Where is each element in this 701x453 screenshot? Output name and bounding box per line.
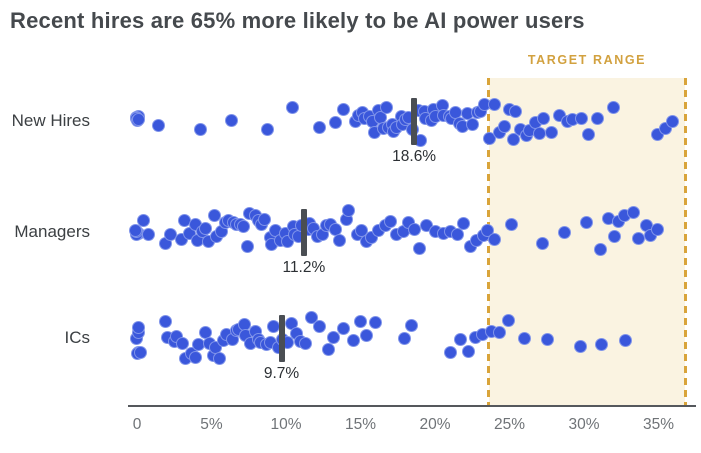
data-point — [176, 336, 190, 350]
data-point — [591, 112, 605, 126]
data-point — [487, 98, 501, 112]
data-point — [199, 222, 213, 236]
x-axis-tick: 0 — [132, 416, 142, 433]
data-point — [536, 237, 550, 251]
data-point — [129, 224, 143, 238]
x-axis-tick: 20% — [419, 416, 451, 433]
data-point — [347, 334, 361, 348]
data-point — [188, 351, 202, 365]
data-point — [537, 112, 551, 126]
data-point — [313, 319, 327, 333]
data-point — [504, 218, 518, 232]
data-point — [465, 117, 479, 131]
data-point — [151, 119, 165, 133]
data-point — [266, 320, 280, 334]
data-point — [379, 100, 393, 114]
data-point — [397, 331, 411, 345]
data-point — [368, 315, 382, 329]
data-point — [461, 344, 475, 358]
data-point — [497, 119, 511, 133]
data-point — [194, 122, 208, 136]
data-point — [353, 315, 367, 329]
data-point — [574, 111, 588, 125]
median-marker-new-hires — [411, 97, 418, 145]
data-point — [342, 203, 356, 217]
data-point — [337, 321, 351, 335]
data-point — [241, 239, 255, 253]
data-point — [507, 133, 521, 147]
x-axis-tick: 15% — [344, 416, 377, 433]
data-point — [131, 112, 145, 126]
data-point — [322, 343, 336, 357]
data-point — [257, 213, 271, 227]
median-label-new-hires: 18.6% — [392, 148, 437, 165]
data-point — [593, 242, 607, 256]
data-point — [285, 100, 299, 114]
data-point — [407, 222, 421, 236]
data-point — [337, 102, 350, 116]
data-point — [573, 340, 587, 354]
data-point — [327, 330, 341, 344]
row-label-managers: Managers — [14, 222, 90, 241]
target-range-label: TARGET RANGE — [527, 53, 647, 67]
data-point — [651, 223, 665, 237]
data-point — [454, 332, 468, 346]
data-point — [261, 122, 275, 136]
data-point — [359, 329, 373, 343]
data-point — [131, 320, 145, 334]
median-label-managers: 11.2% — [282, 259, 326, 276]
data-point — [488, 232, 502, 246]
data-point — [518, 332, 532, 346]
data-point — [606, 100, 620, 114]
x-axis-line — [128, 405, 696, 407]
data-point — [313, 121, 327, 135]
data-point — [225, 113, 239, 127]
data-point — [207, 208, 221, 222]
data-point — [582, 127, 596, 141]
data-point — [580, 216, 594, 230]
data-point — [545, 125, 559, 139]
row-label-ics: ICs — [64, 328, 91, 347]
x-axis-tick: 25% — [493, 416, 526, 433]
data-point — [328, 116, 342, 130]
data-point — [509, 104, 523, 118]
data-point — [595, 338, 609, 352]
x-axis-tick: 30% — [568, 416, 600, 433]
data-point — [413, 242, 427, 256]
row-label-new-hires: New Hires — [11, 111, 90, 130]
data-point — [141, 227, 155, 241]
data-point — [134, 345, 148, 359]
data-point — [619, 333, 633, 347]
x-axis-tick: 5% — [200, 416, 223, 433]
data-point — [541, 333, 555, 347]
data-point — [501, 313, 515, 327]
data-point — [237, 219, 251, 233]
data-point — [384, 214, 398, 228]
data-point — [213, 351, 227, 365]
median-marker-ics — [278, 314, 285, 362]
x-axis-tick: 10% — [270, 416, 302, 433]
data-point — [137, 214, 151, 228]
data-point — [608, 229, 622, 243]
data-point — [457, 217, 471, 231]
x-axis-tick: 35% — [642, 416, 675, 433]
data-point — [557, 225, 571, 239]
chart-title: Recent hires are 65% more likely to be A… — [10, 8, 585, 33]
data-point — [444, 345, 458, 359]
data-point — [626, 206, 640, 220]
data-point — [299, 337, 313, 351]
data-point — [492, 326, 506, 340]
data-point — [158, 314, 172, 328]
data-point — [404, 319, 418, 333]
median-label-ics: 9.7% — [263, 365, 300, 382]
data-point — [333, 234, 347, 248]
target-range-right-border — [683, 78, 687, 405]
data-point — [666, 115, 680, 129]
median-marker-managers — [300, 208, 307, 256]
